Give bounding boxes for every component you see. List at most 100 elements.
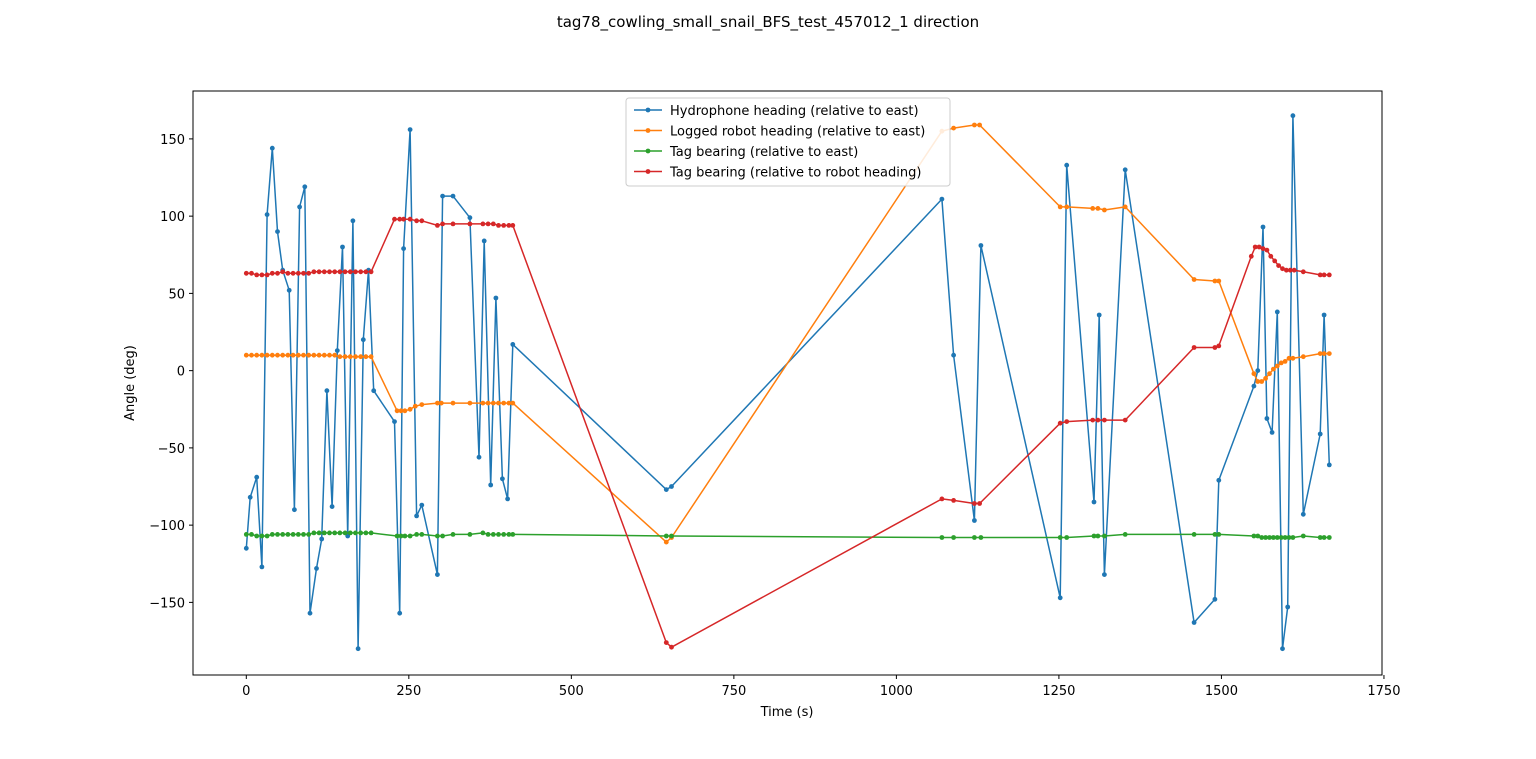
series-3-point [1122,532,1128,537]
series-4-point [275,270,280,276]
series-4-point [951,498,956,503]
x-tick-label: 750 [721,684,746,699]
series-1-point [307,610,313,616]
series-3-point [1290,535,1296,540]
series-2-point [1278,360,1284,366]
series-3-point [254,533,260,539]
series-4-point [972,501,977,506]
series-4-point [1264,247,1270,253]
series-3-point [363,530,369,536]
series-4-point [1300,269,1306,275]
x-tick-label: 1250 [1042,684,1075,699]
series-4-point [510,223,516,228]
series-4-point [1287,267,1293,273]
series-4-point [290,270,296,276]
series-3-point [480,530,486,536]
series-2-point [972,122,977,128]
series-2-point [243,352,249,358]
series-3-point [939,535,945,540]
series-4-point [264,272,270,278]
series-4-point [401,216,406,222]
series-4-point [1122,417,1128,423]
series-3-point [311,530,317,536]
series-3-point [321,530,327,536]
series-4-point [1252,244,1258,250]
series-4-point [363,269,369,275]
series-4-point [1102,417,1107,423]
series-1-point [419,502,425,508]
y-tick-label: −150 [149,596,185,611]
series-1-point [275,229,280,235]
series-2-point [394,408,400,414]
series-3-point [1102,533,1107,539]
series-1-point [1122,167,1128,173]
series-1-point [505,496,510,502]
series-3-point [407,533,413,539]
series-4-point [392,216,397,222]
chart-title: tag78_cowling_small_snail_BFS_test_45701… [557,13,979,32]
series-4-point [301,270,306,276]
series-3-point [450,532,456,537]
series-2-point [435,400,440,406]
series-1-point [669,484,674,489]
series-2-point [506,400,512,406]
series-2-point [259,352,265,358]
series-3-point [337,530,343,536]
series-1-point [259,564,265,570]
series-4-point [280,269,286,275]
series-2-point [363,354,369,360]
series-1-point [488,482,494,488]
series-4-point [1216,343,1222,349]
series-1-point [340,244,345,250]
series-1-point [314,566,319,571]
series-2-point [501,400,507,406]
series-4-point [440,221,445,227]
series-4-line [246,218,1330,648]
series-4-point [506,223,512,228]
series-3-point [663,533,669,539]
series-1-point [247,494,253,500]
series-3-point [978,535,984,540]
series-4-point [259,272,265,278]
series-2-point [290,352,296,358]
series-2-point [264,352,270,358]
legend-item: Hydrophone heading (relative to east) [634,104,919,119]
series-1-point [663,487,669,492]
x-tick-label: 1000 [880,684,913,699]
series-4-point [285,270,291,276]
series-2-point [1122,204,1128,210]
series-3-point [1191,532,1197,537]
series-2-point [332,352,338,358]
series-3-point [501,532,507,537]
series-4-point [358,269,364,275]
series-1-point [1091,499,1097,505]
series-1-point [1300,511,1306,517]
series-2-point [977,122,982,128]
series-1-point [269,145,275,151]
series-1-point [334,348,340,353]
series-3-point [1216,532,1222,537]
series-3-point [435,533,440,539]
series-4-point [1321,272,1327,278]
series-3-point [496,532,501,537]
series-1-point [951,352,956,358]
series-4-point [939,496,945,502]
series-1-point [302,184,308,190]
series-1-point [254,474,260,480]
series-1-point [1264,416,1270,421]
series-1-point [319,536,325,542]
series-2-point [398,408,404,414]
series-4-point [1248,253,1254,259]
series-1-point [440,193,445,199]
series-2-point [1317,351,1323,356]
series-3-point [1278,535,1284,540]
series-4-point [311,269,317,275]
legend: Hydrophone heading (relative to east) Log… [625,97,951,187]
series-3-point [342,530,348,536]
series-2-point [269,352,275,358]
series-4-point [1326,272,1332,278]
series-4-point [249,270,254,276]
x-tick-label: 1750 [1367,684,1400,699]
x-tick-label: 500 [559,684,584,699]
series-3-point [402,533,408,539]
